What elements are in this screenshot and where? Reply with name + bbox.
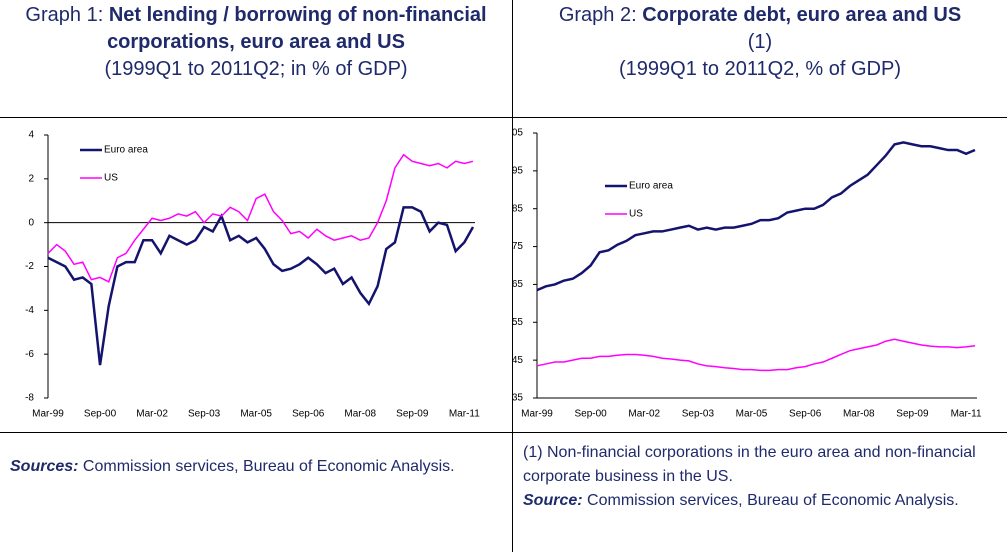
graph-2-notes: (1) Non-financial corporations in the eu…: [513, 432, 1007, 552]
x-tick-label: Mar-08: [843, 409, 875, 420]
x-tick-label: Mar-99: [521, 409, 553, 420]
footnote: (1) Non-financial corporations in the eu…: [523, 444, 976, 485]
x-tick-label: Sep-03: [682, 409, 715, 420]
y-tick-label: 65: [513, 279, 523, 290]
y-tick-label: -6: [25, 349, 34, 360]
title-note: (1): [747, 31, 773, 53]
graph-title: Net lending / borrowing of non-financial…: [107, 4, 487, 53]
series-line: [536, 141, 976, 292]
legend-label: Euro area: [104, 145, 148, 156]
x-tick-label: Mar-05: [240, 409, 272, 420]
y-tick-label: 0: [28, 217, 34, 228]
y-tick-label: 75: [513, 241, 523, 252]
graph-2-header: Graph 2: Corporate debt, euro area and U…: [513, 0, 1007, 118]
legend-label: US: [629, 209, 643, 220]
y-tick-label: 85: [513, 203, 523, 214]
x-tick-label: Mar-11: [449, 409, 480, 420]
chart: -8 -6 -4 -2 0 2 4 Mar-99 Sep-00 Mar-02 Sep-03 Mar-0…: [25, 130, 480, 420]
y-tick-label: -4: [25, 305, 34, 316]
sources-text: Commission services, Bureau of Economic …: [587, 492, 959, 509]
graph-subtitle: (1999Q1 to 2011Q2; in % of GDP): [104, 58, 408, 80]
x-tick-label: Mar-08: [344, 409, 376, 420]
y-tick-label: -2: [25, 261, 34, 272]
x-tick-label: Sep-00: [575, 409, 608, 420]
x-tick-label: Sep-03: [188, 409, 221, 420]
x-tick-label: Mar-05: [736, 409, 768, 420]
x-tick-label: Sep-00: [84, 409, 117, 420]
graph-subtitle: (1999Q1 to 2011Q2, % of GDP): [618, 58, 901, 80]
y-tick-label: 4: [28, 130, 34, 141]
y-tick-label: -8: [25, 393, 34, 404]
series-line: [536, 338, 976, 372]
divider: [512, 0, 513, 552]
x-tick-label: Mar-11: [951, 409, 982, 420]
legend-label: Euro area: [629, 181, 673, 192]
series-line: [47, 206, 475, 366]
sources-text: Commission services, Bureau of Economic …: [82, 458, 455, 475]
y-tick-label: 45: [513, 355, 523, 366]
sources-label: Source:: [523, 492, 583, 509]
series-line: [47, 153, 474, 283]
x-tick-label: Mar-02: [628, 409, 660, 420]
y-tick-label: 95: [513, 165, 523, 176]
x-tick-label: Sep-06: [789, 409, 822, 420]
graph-label: Graph 2:: [558, 4, 637, 26]
x-tick-label: Sep-09: [896, 409, 929, 420]
y-tick-label: 2: [28, 173, 34, 184]
graph-1-sources: Sources: Commission services, Bureau of …: [0, 432, 512, 552]
sources-label: Sources:: [10, 458, 79, 475]
graph-label: Graph 1:: [25, 4, 104, 26]
x-tick-label: Sep-09: [396, 409, 429, 420]
y-tick-label: 105: [513, 128, 523, 139]
graph-title: Corporate debt, euro area and US: [642, 4, 962, 26]
x-tick-label: Mar-02: [136, 409, 168, 420]
legend-label: US: [104, 173, 118, 184]
chart: 35 45 55 65 75 85 95 105 Mar-99 Sep-00 Mar-02 Sep-0…: [513, 128, 982, 420]
y-tick-label: 35: [513, 393, 523, 404]
y-tick-label: 55: [513, 317, 523, 328]
x-tick-label: Mar-99: [32, 409, 64, 420]
x-tick-label: Sep-06: [292, 409, 325, 420]
graph-1-header: Graph 1: Net lending / borrowing of non-…: [0, 0, 512, 118]
